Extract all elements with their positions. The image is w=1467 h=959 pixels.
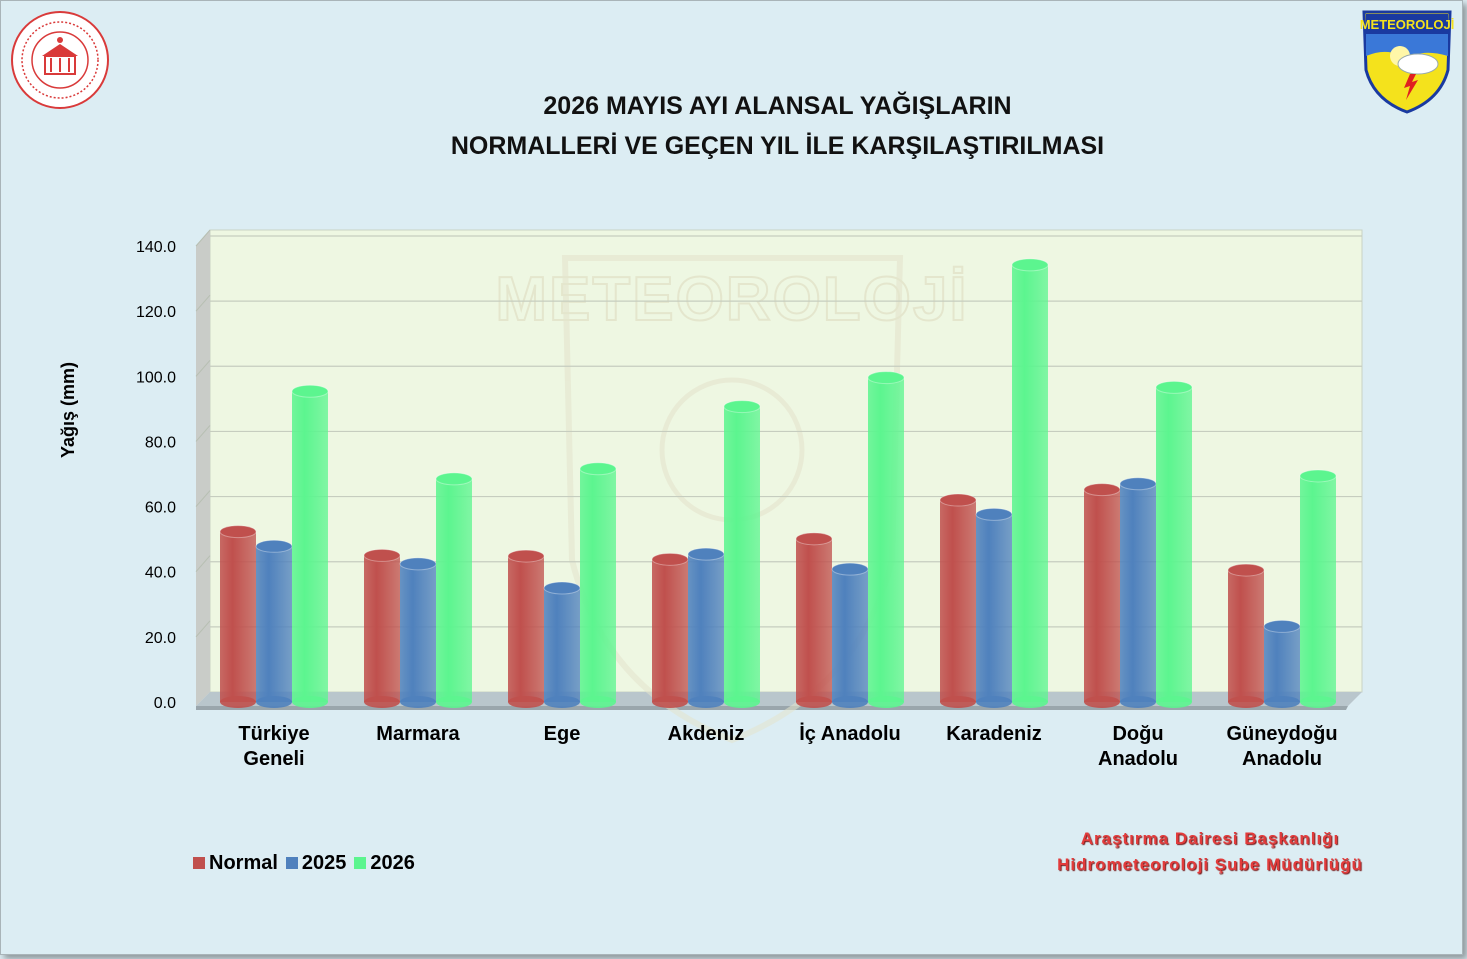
bar bbox=[795, 532, 833, 708]
bar bbox=[291, 384, 329, 708]
legend-swatch bbox=[285, 857, 298, 869]
title-line-1: 2026 MAYIS AYI ALANSAL YAĞIŞLARIN bbox=[543, 92, 1012, 120]
y-tick-label: 140.0 bbox=[136, 239, 176, 256]
legend-label: Normal bbox=[209, 851, 278, 874]
bar bbox=[363, 548, 401, 708]
legend-item: 2026 bbox=[354, 852, 415, 875]
bar bbox=[1155, 380, 1193, 708]
y-axis-ticks: 0.0 20.0 40.0 60.0 80.0 100.0 120.0 140.0 bbox=[136, 239, 176, 712]
x-tick-label: Güneydoğu Anadolu bbox=[1226, 723, 1337, 770]
credit-line-1: Araştırma Dairesi Başkanlığı bbox=[1080, 829, 1340, 848]
x-tick-label: Doğu Anadolu bbox=[1098, 723, 1178, 770]
bar bbox=[651, 552, 689, 708]
x-tick-label: Marmara bbox=[376, 723, 460, 745]
bar bbox=[831, 562, 869, 708]
x-tick-label: İç Anadolu bbox=[799, 722, 900, 745]
y-tick-label: 80.0 bbox=[145, 434, 176, 451]
legend-label: 2025 bbox=[301, 851, 347, 874]
bar bbox=[1227, 563, 1265, 708]
bar bbox=[1119, 477, 1157, 708]
y-tick-label: 60.0 bbox=[145, 500, 176, 517]
bar bbox=[723, 400, 761, 708]
title-line-2: NORMALLERİ VE GEÇEN YIL İLE KARŞILAŞTIRI… bbox=[450, 132, 1105, 160]
meteoroloji-logo-icon: METEOROLOJİ bbox=[1360, 10, 1454, 114]
x-axis-labels: Türkiye Geneli Marmara Ege Akdeniz İç Anadolu… bbox=[238, 722, 1337, 770]
bar bbox=[1299, 469, 1337, 708]
legend-item: 2025 bbox=[285, 851, 347, 875]
watermark-text: METEOROLOJİ bbox=[495, 265, 968, 334]
y-tick-label: 120.0 bbox=[136, 304, 176, 321]
y-tick-label: 0.0 bbox=[154, 695, 176, 712]
bar bbox=[579, 462, 617, 708]
bar bbox=[219, 525, 257, 708]
bar bbox=[1011, 258, 1049, 708]
chart-title: 2026 MAYIS AYI ALANSAL YAĞIŞLARIN NORMAL… bbox=[0, 86, 1467, 166]
bar bbox=[687, 547, 725, 708]
x-tick-label: Karadeniz bbox=[946, 723, 1042, 745]
bar bbox=[867, 371, 905, 708]
bar bbox=[543, 581, 581, 708]
logo-text: METEOROLOJİ bbox=[1360, 17, 1454, 32]
bar bbox=[1263, 619, 1301, 708]
x-tick-label: Ege bbox=[544, 723, 581, 745]
bar bbox=[1083, 483, 1121, 708]
meteoroloji-watermark: METEOROLOJİ bbox=[494, 255, 968, 744]
bar bbox=[255, 539, 293, 708]
y-tick-label: 40.0 bbox=[145, 565, 176, 582]
bar bbox=[939, 493, 977, 708]
y-tick-label: 20.0 bbox=[145, 630, 176, 647]
credit-text: Araştırma Dairesi Başkanlığı Hidrometeor… bbox=[1030, 826, 1390, 878]
credit-line-2: Hidrometeoroloji Şube Müdürlüğü bbox=[1057, 855, 1363, 874]
x-tick-label: Akdeniz bbox=[668, 723, 745, 745]
bar bbox=[435, 472, 473, 708]
ministry-emblem-icon bbox=[11, 11, 109, 109]
legend-item: Normal bbox=[193, 852, 278, 875]
legend-swatch bbox=[193, 857, 205, 869]
legend-swatch bbox=[354, 857, 367, 869]
bar bbox=[975, 507, 1013, 708]
plot-area bbox=[196, 229, 1363, 710]
legend: Normal 2025 2026 bbox=[193, 850, 415, 876]
y-tick-label: 100.0 bbox=[136, 369, 176, 386]
bar bbox=[399, 557, 437, 708]
bar bbox=[507, 549, 545, 708]
bar-series bbox=[219, 258, 1337, 708]
x-tick-label: Türkiye Geneli bbox=[238, 723, 309, 770]
legend-label: 2026 bbox=[370, 851, 415, 874]
